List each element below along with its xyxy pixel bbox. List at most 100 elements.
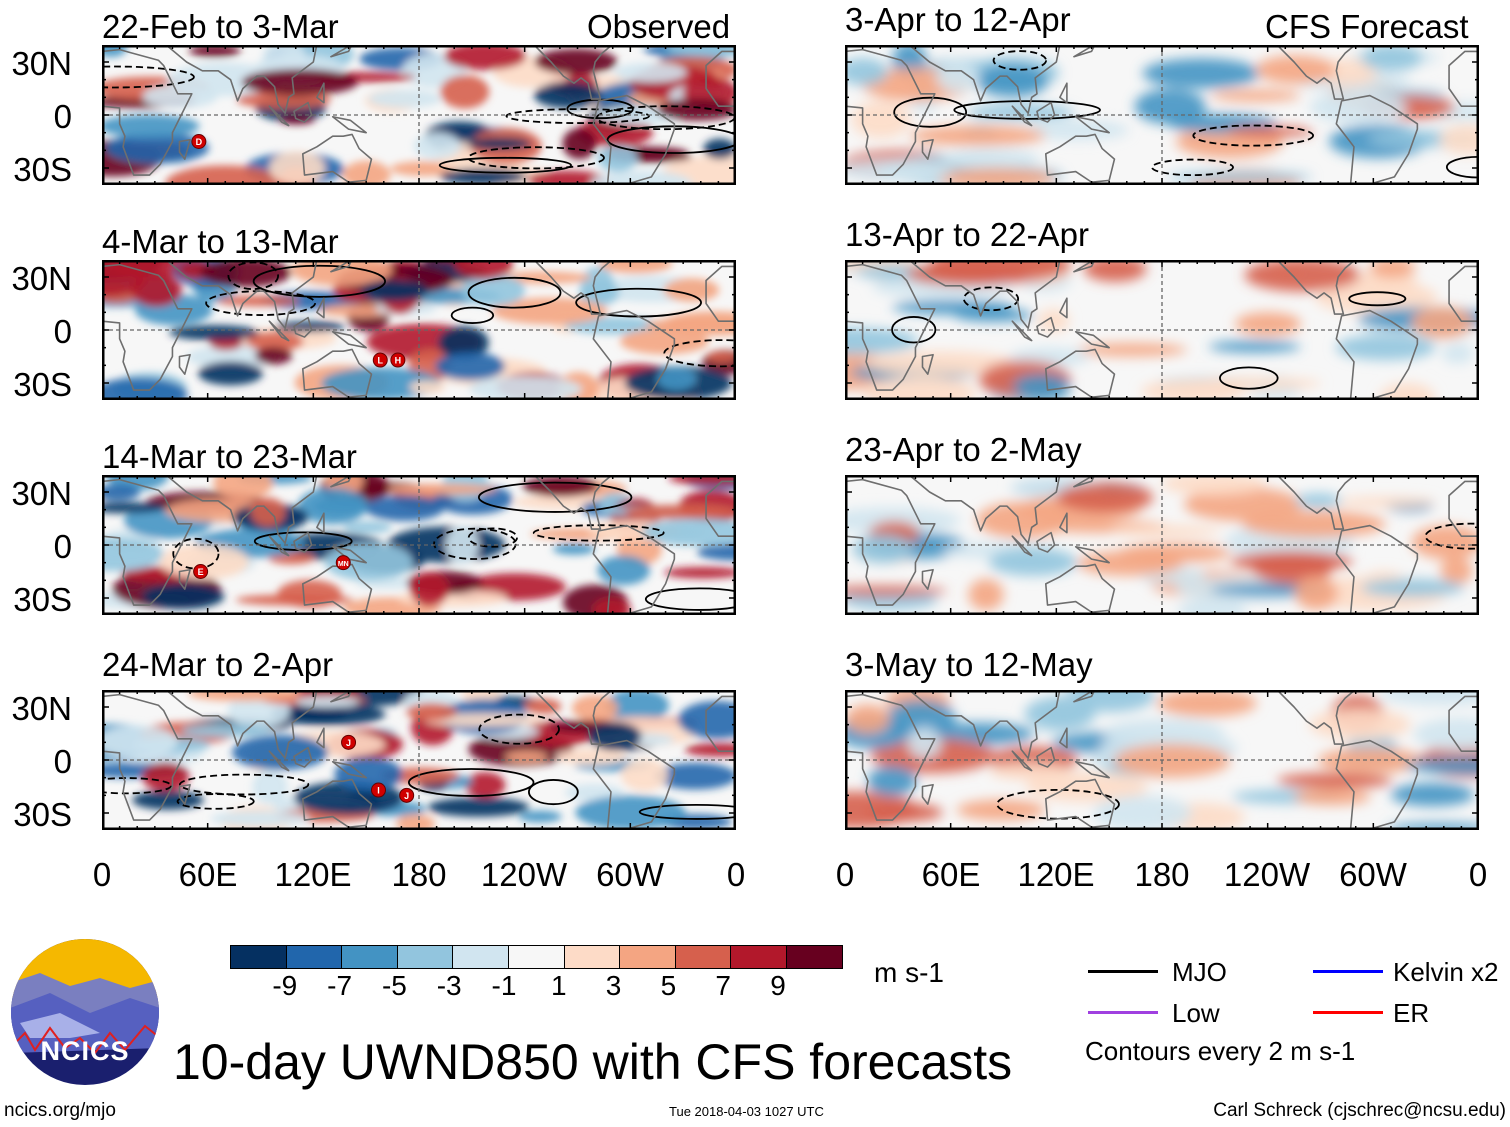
colorbar-tick-label: 9 — [770, 970, 786, 1001]
anomaly-shading — [590, 170, 693, 185]
contour-positive — [252, 264, 386, 298]
anomaly-shading — [684, 743, 736, 757]
anomaly-shading — [102, 725, 178, 758]
storm-label: MN — [338, 561, 349, 568]
coastline — [1036, 101, 1056, 123]
tropical-cyclone-icon: E — [193, 564, 209, 579]
coastline — [1335, 739, 1419, 830]
anomaly-shading — [525, 698, 562, 715]
anomaly-shading — [387, 483, 497, 495]
anomaly-shading — [936, 62, 980, 93]
anomaly-shading — [491, 297, 608, 325]
x-tick-label: 0 — [1468, 856, 1488, 893]
contour-positive — [253, 531, 353, 551]
anomaly-shading — [321, 367, 441, 400]
y-tick-label: 30S — [13, 151, 72, 188]
coastline — [293, 531, 313, 553]
anomaly-shading — [368, 89, 442, 108]
coastline — [331, 545, 367, 564]
coastline — [1335, 524, 1419, 615]
anomaly-shading — [645, 317, 736, 332]
footer-timestamp: Tue 2018-04-03 1027 UTC — [669, 1104, 824, 1119]
anomaly-shading — [845, 327, 919, 355]
colorbar-tick-label: 3 — [605, 970, 622, 1001]
contour-negative — [1151, 158, 1234, 177]
anomaly-shading — [1309, 708, 1411, 741]
coastline — [1448, 480, 1479, 537]
anomaly-shading — [1055, 482, 1154, 513]
colorbar-tick-label: 1 — [551, 970, 567, 1001]
contour-negative — [467, 146, 605, 170]
anomaly-shading — [605, 690, 669, 722]
legend-label-kelvin: Kelvin x2 — [1393, 957, 1499, 987]
anomaly-shading — [1255, 55, 1336, 84]
colorbar-swatch — [508, 946, 565, 968]
coastline — [268, 750, 290, 772]
anomaly-shading — [621, 758, 668, 792]
map-panel: E MN — [102, 475, 736, 615]
anomaly-shading — [664, 566, 736, 579]
anomaly-shading — [213, 475, 273, 501]
anomaly-shading — [1025, 771, 1148, 803]
anomaly-shading — [851, 100, 911, 139]
contour-negative — [205, 290, 317, 316]
y-tick-label: 0 — [53, 98, 72, 135]
anomaly-shading — [909, 125, 1046, 146]
anomaly-shading — [967, 104, 1075, 121]
anomaly-shading — [438, 326, 489, 360]
anomaly-shading — [1242, 510, 1386, 538]
anomaly-shading — [199, 260, 292, 288]
coastline — [1059, 512, 1068, 534]
anomaly-shading — [180, 724, 272, 738]
contour-negative — [102, 777, 172, 795]
legend-label-er: ER — [1393, 998, 1430, 1028]
contour-positive — [893, 96, 968, 128]
anomaly-shading — [989, 763, 1070, 781]
anomaly-shading — [1142, 58, 1260, 89]
anomaly-shading — [534, 81, 603, 109]
panel-title: 23-Apr to 2-May — [845, 431, 1082, 468]
coastline — [330, 45, 353, 58]
tropical-cyclone-icon: J — [341, 734, 357, 750]
contour-positive — [953, 100, 1101, 120]
coastline — [331, 330, 367, 349]
storm-label: H — [395, 356, 402, 366]
footer-url[interactable]: ncics.org/mjo — [4, 1100, 116, 1121]
storm-label: I — [377, 786, 380, 796]
anomaly-shading — [864, 351, 1015, 376]
coastline — [533, 45, 614, 100]
coastline — [705, 265, 736, 322]
coastline — [1335, 309, 1419, 400]
x-tick-label: 0 — [835, 856, 855, 893]
coastline — [845, 48, 936, 176]
colorbar-swatch — [453, 946, 509, 968]
contour-negative — [1192, 124, 1315, 147]
contour-negative — [102, 65, 195, 89]
coastline — [592, 309, 676, 400]
anomaly-shading — [454, 260, 514, 280]
coastline — [301, 563, 373, 613]
coastline — [1073, 45, 1096, 58]
anomaly-shading — [359, 279, 429, 302]
observed-header: Observed — [587, 8, 731, 45]
anomaly-shading — [1295, 493, 1342, 508]
anomaly-shading — [892, 299, 1015, 315]
anomaly-shading — [102, 377, 188, 400]
anomaly-shading — [555, 748, 627, 766]
x-tick-label: 180 — [391, 856, 447, 893]
coastline — [1448, 265, 1479, 322]
anomaly-shading — [254, 346, 293, 365]
coastline — [907, 45, 1061, 115]
anomaly-shading — [130, 273, 183, 307]
anomaly-shading — [365, 495, 445, 522]
map-panel: D — [102, 45, 736, 185]
coastline — [1036, 746, 1056, 768]
anomaly-shading — [198, 361, 263, 386]
anomaly-shading — [252, 769, 288, 805]
anomaly-shading — [905, 262, 1033, 286]
anomaly-shading — [324, 543, 413, 581]
panel-title: 22-Feb to 3-Mar — [102, 8, 339, 45]
contour-positive — [1348, 291, 1407, 307]
coastline — [533, 475, 614, 530]
contour-negative — [176, 793, 255, 810]
